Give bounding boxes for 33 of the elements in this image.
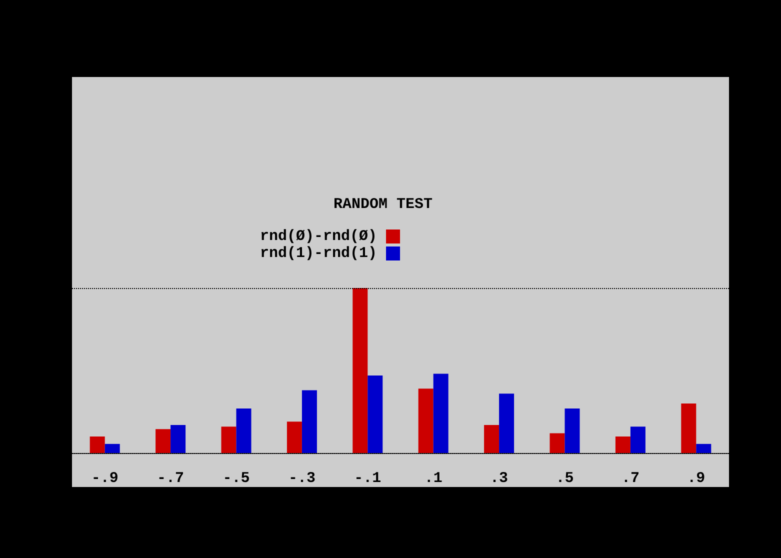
bar — [90, 436, 105, 453]
bar — [368, 375, 383, 453]
bar — [681, 404, 696, 453]
x-tick-label: .9 — [687, 470, 706, 487]
bar — [696, 444, 712, 453]
x-tick-label: -.3 — [288, 470, 316, 487]
bar — [286, 422, 302, 453]
bar — [630, 426, 646, 453]
x-tick-label: .1 — [424, 470, 442, 487]
bar — [499, 394, 514, 453]
x-tick-label: .3 — [490, 470, 508, 487]
bar — [170, 424, 186, 453]
x-tick-label: -.7 — [157, 470, 184, 487]
x-tick-label: .7 — [621, 470, 640, 487]
bar — [156, 429, 171, 453]
bar — [484, 424, 500, 453]
x-tick-label: .5 — [556, 470, 574, 487]
bar — [104, 444, 120, 453]
bar — [352, 288, 368, 453]
chart-title: RANDOM TEST — [333, 196, 433, 213]
bar — [418, 388, 434, 453]
x-tick-label: -.1 — [354, 470, 382, 487]
legend-label: rnd(1)-rnd(1) — [260, 245, 378, 262]
bar — [550, 433, 565, 453]
bar — [615, 436, 630, 453]
bar — [433, 374, 448, 453]
x-tick-label: -.5 — [222, 470, 250, 487]
bar — [221, 426, 236, 453]
bar — [236, 408, 252, 453]
bar — [302, 390, 317, 453]
x-tick-label: -.9 — [91, 470, 118, 487]
legend-label: rnd(Ø)-rnd(Ø) — [260, 228, 378, 245]
bar — [564, 408, 580, 453]
